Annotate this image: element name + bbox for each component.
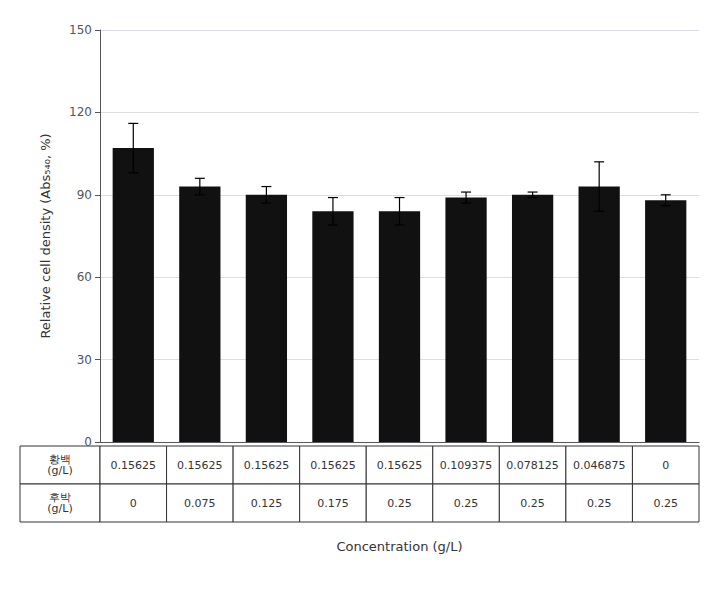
svg-text:30: 30: [77, 353, 92, 367]
svg-text:0.15625: 0.15625: [310, 459, 356, 472]
svg-text:0: 0: [662, 459, 669, 472]
svg-text:0.078125: 0.078125: [506, 459, 559, 472]
svg-text:0.109375: 0.109375: [440, 459, 493, 472]
svg-text:0.15625: 0.15625: [177, 459, 223, 472]
svg-text:0.15625: 0.15625: [244, 459, 290, 472]
svg-text:0.075: 0.075: [184, 497, 216, 510]
svg-text:0: 0: [130, 497, 137, 510]
svg-text:0.125: 0.125: [251, 497, 283, 510]
svg-text:120: 120: [69, 105, 92, 119]
svg-text:90: 90: [77, 188, 92, 202]
svg-text:0.25: 0.25: [520, 497, 545, 510]
svg-text:0.175: 0.175: [317, 497, 349, 510]
svg-text:Relative cell density (Abs₅₄₀,: Relative cell density (Abs₅₄₀, %): [38, 133, 53, 338]
svg-text:0.046875: 0.046875: [573, 459, 626, 472]
svg-text:Concentration (g/L): Concentration (g/L): [336, 539, 462, 554]
svg-text:0: 0: [84, 435, 92, 449]
svg-text:0.25: 0.25: [653, 497, 678, 510]
svg-text:0.25: 0.25: [454, 497, 479, 510]
svg-text:0.15625: 0.15625: [377, 459, 423, 472]
svg-text:150: 150: [69, 23, 92, 37]
svg-text:0.25: 0.25: [387, 497, 412, 510]
svg-text:후박: 후박: [49, 491, 71, 504]
svg-text:황백: 황백: [49, 453, 71, 466]
svg-text:(g/L): (g/L): [47, 502, 72, 515]
svg-text:60: 60: [77, 270, 92, 284]
svg-text:(g/L): (g/L): [47, 464, 72, 477]
svg-text:0.25: 0.25: [587, 497, 612, 510]
svg-text:0.15625: 0.15625: [111, 459, 157, 472]
